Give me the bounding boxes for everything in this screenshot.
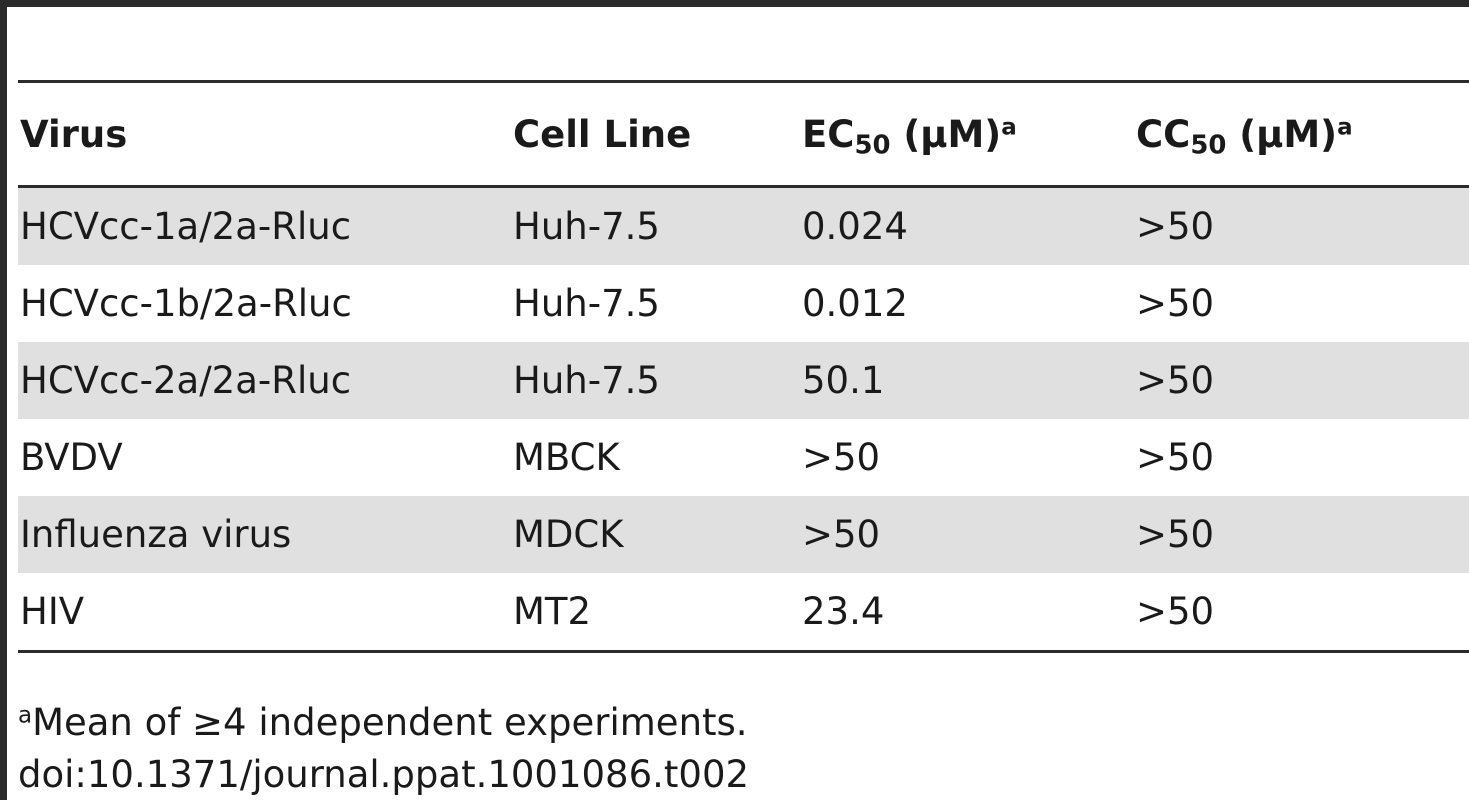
- header-cc50-subscript: 50: [1190, 129, 1227, 160]
- footnote-marker: a: [18, 702, 33, 729]
- cell-cell-line: MDCK: [513, 513, 624, 556]
- header-cc50-footnote-marker: a: [1337, 113, 1353, 140]
- header-cc50-label: CC: [1136, 112, 1191, 156]
- header-ec50: EC50 (µM)a: [800, 82, 1134, 187]
- cell-cell-line: MBCK: [513, 436, 620, 479]
- table-row: HCVcc-2a/2a-Rluc Huh-7.5 50.1 >50: [18, 342, 1469, 419]
- cell-ec50: 23.4: [802, 590, 885, 633]
- cell-virus: HCVcc-2a/2a-Rluc: [20, 359, 352, 402]
- cell-cell-line: Huh-7.5: [513, 205, 660, 248]
- header-cc50: CC50 (µM)a: [1134, 82, 1469, 187]
- cell-virus: HCVcc-1a/2a-Rluc: [20, 205, 352, 248]
- header-row: Virus Cell Line EC50 (µM)a CC50 (µM)a: [18, 81, 1469, 187]
- header-ec50-label: EC: [802, 112, 855, 156]
- results-table-container: Virus Cell Line EC50 (µM)a CC50 (µM)a HC…: [18, 80, 1469, 653]
- left-border: [0, 0, 7, 800]
- cell-virus: BVDV: [20, 436, 123, 479]
- header-virus: Virus: [18, 82, 511, 187]
- table-row: Influenza virus MDCK >50 >50: [18, 496, 1469, 573]
- cell-cc50: >50: [1136, 436, 1215, 479]
- cell-cell-line: MT2: [513, 590, 592, 633]
- cell-cc50: >50: [1136, 282, 1215, 325]
- cell-cc50: >50: [1136, 205, 1215, 248]
- header-ec50-footnote-marker: a: [1001, 113, 1017, 140]
- cell-cell-line: Huh-7.5: [513, 282, 660, 325]
- cell-ec50: 50.1: [802, 359, 885, 402]
- footnote-text: Mean of ≥4 independent experiments.: [32, 701, 748, 744]
- cell-ec50: 0.012: [802, 282, 908, 325]
- table-row: BVDV MBCK >50 >50: [18, 419, 1469, 496]
- doi-line: doi:10.1371/journal.ppat.1001086.t002: [18, 753, 750, 796]
- header-ec50-subscript: 50: [854, 129, 891, 160]
- table-footnotes: aMean of ≥4 independent experiments. doi…: [18, 697, 749, 801]
- header-cc50-unit: (µM): [1226, 112, 1338, 156]
- header-cell-line-label: Cell Line: [513, 112, 692, 156]
- table-body: HCVcc-1a/2a-Rluc Huh-7.5 0.024 >50 HCVcc…: [18, 186, 1469, 652]
- table-row: HIV MT2 23.4 >50: [18, 573, 1469, 652]
- footnote-a: aMean of ≥4 independent experiments.: [18, 697, 749, 749]
- cell-ec50: >50: [802, 513, 881, 556]
- cell-cc50: >50: [1136, 513, 1215, 556]
- table-row: HCVcc-1b/2a-Rluc Huh-7.5 0.012 >50: [18, 265, 1469, 342]
- cell-virus: HIV: [20, 590, 85, 633]
- table-header: Virus Cell Line EC50 (µM)a CC50 (µM)a: [18, 81, 1469, 187]
- cell-cell-line: Huh-7.5: [513, 359, 660, 402]
- table-row: HCVcc-1a/2a-Rluc Huh-7.5 0.024 >50: [18, 186, 1469, 265]
- cell-ec50: 0.024: [802, 205, 908, 248]
- top-border: [0, 0, 1469, 7]
- cell-virus: HCVcc-1b/2a-Rluc: [20, 282, 352, 325]
- cell-cc50: >50: [1136, 359, 1215, 402]
- header-cell-line: Cell Line: [511, 82, 800, 187]
- cell-ec50: >50: [802, 436, 881, 479]
- header-ec50-unit: (µM): [890, 112, 1002, 156]
- cell-virus: Influenza virus: [20, 513, 292, 556]
- header-virus-label: Virus: [20, 112, 128, 156]
- antiviral-activity-table: Virus Cell Line EC50 (µM)a CC50 (µM)a HC…: [18, 80, 1469, 653]
- cell-cc50: >50: [1136, 590, 1215, 633]
